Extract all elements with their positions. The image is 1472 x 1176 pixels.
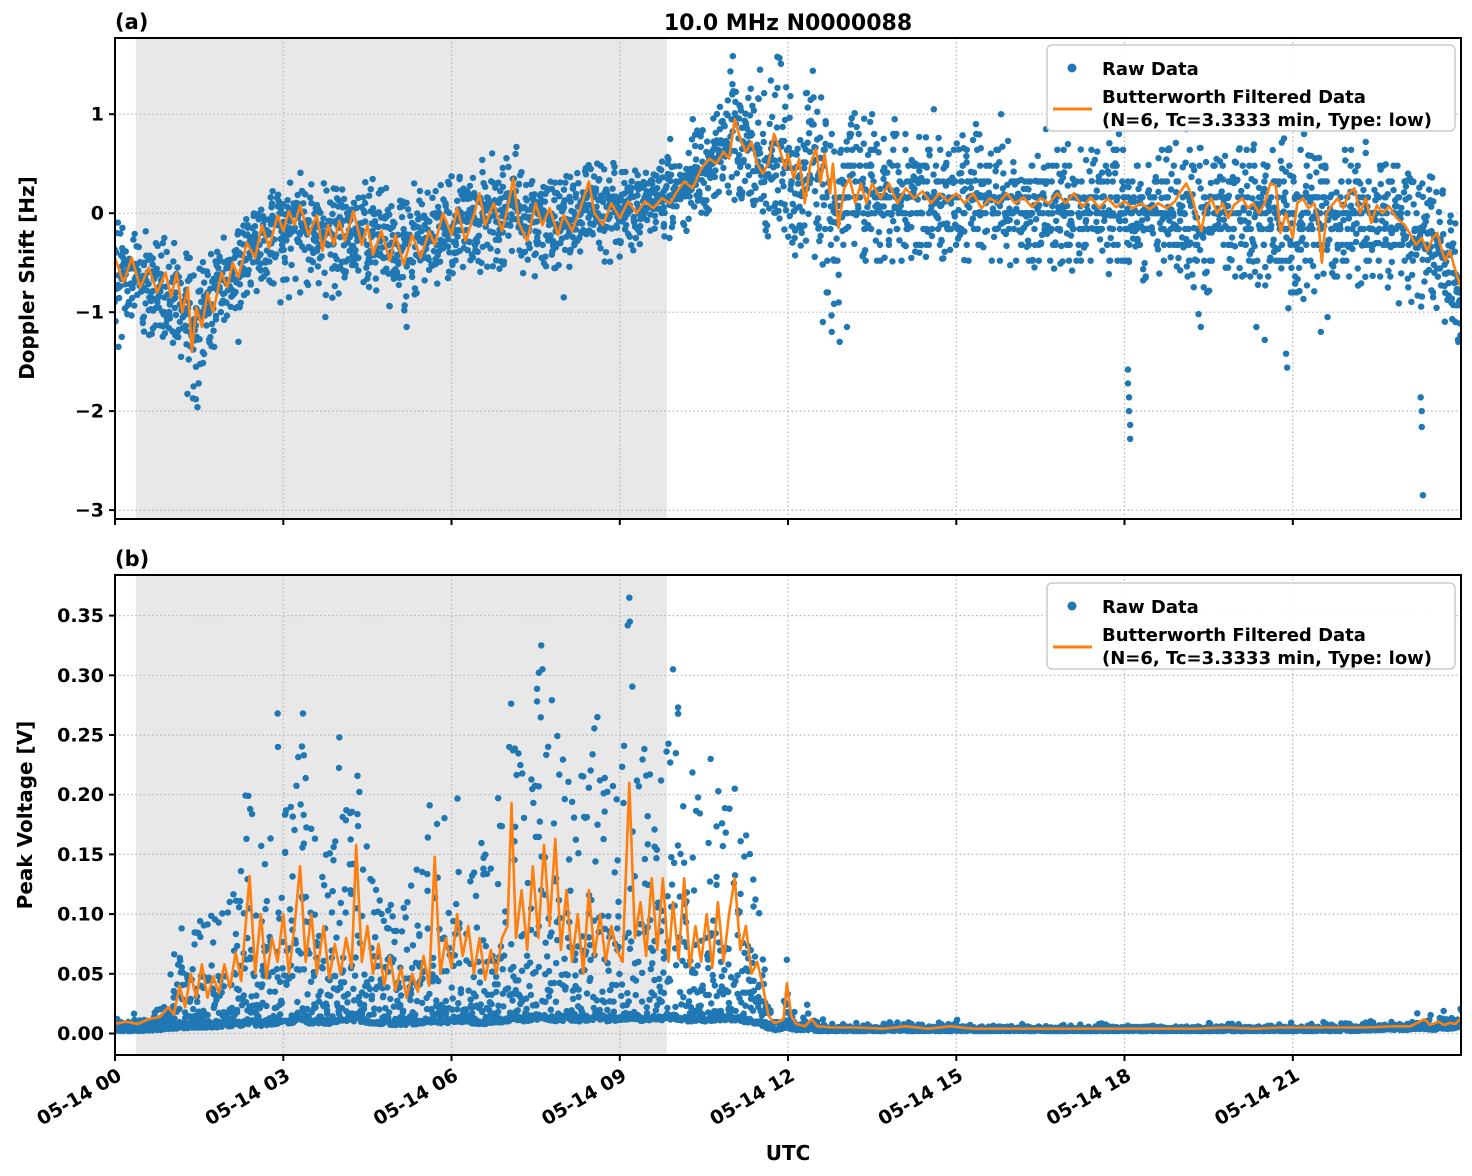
panel-b-ylabel: Peak Voltage [V] (13, 721, 37, 910)
raw-data-marker-icon (1067, 601, 1077, 611)
legend-filtered-label-line2: (N=6, Tc=3.3333 min, Type: low) (1102, 648, 1432, 669)
raw-data-marker-icon (1067, 63, 1077, 73)
x-tick-label: 05-14 18 (1043, 1064, 1135, 1130)
legend-raw-label: Raw Data (1102, 59, 1199, 80)
butterworth-filtered-line (115, 781, 1461, 1030)
x-tick-label: 05-14 06 (370, 1064, 462, 1130)
tick-marks (109, 614, 1294, 1061)
panel-b-letter: (b) (115, 547, 149, 571)
panel-a-ylabel: Doppler Shift [Hz] (15, 176, 39, 380)
legend-filtered-label-line1: Butterworth Filtered Data (1102, 625, 1366, 646)
legend-panel-b: Raw Data Butterworth Filtered Data (N=6,… (1046, 582, 1456, 670)
x-axis-label: UTC (766, 1141, 811, 1165)
legend-filtered-label-line1: Butterworth Filtered Data (1102, 87, 1366, 108)
panel-a-letter: (a) (115, 10, 148, 34)
x-tick-label: 05-14 00 (33, 1064, 125, 1130)
y-tick-label: −1 (75, 302, 104, 324)
x-tick-label: 05-14 12 (706, 1064, 798, 1130)
legend-panel-a: Raw Data Butterworth Filtered Data (N=6,… (1046, 44, 1456, 132)
y-tick-label: 0.35 (57, 605, 104, 627)
y-tick-label: −2 (75, 401, 104, 423)
chart-title: 10.0 MHz N0000088 (664, 11, 912, 36)
y-tick-label: 0.30 (57, 665, 104, 687)
x-tick-label: 05-14 03 (202, 1064, 294, 1130)
y-tick-label: 0.10 (57, 904, 104, 926)
x-tick-label: 05-14 09 (538, 1064, 630, 1130)
y-tick-label: 0.00 (57, 1023, 104, 1045)
y-tick-label: 0.25 (57, 725, 104, 747)
x-tick-label: 05-14 21 (1211, 1064, 1303, 1130)
legend-raw-label: Raw Data (1102, 597, 1199, 618)
tick-marks (109, 113, 1294, 525)
butterworth-filtered-line (115, 117, 1461, 354)
y-tick-label: 0.20 (57, 784, 104, 806)
y-tick-label: 0.15 (57, 844, 104, 866)
panel-a-plot: 1 0 −1 −2 −3 (75, 37, 1462, 525)
legend-filtered-label-line2: (N=6, Tc=3.3333 min, Type: low) (1102, 110, 1432, 131)
gridlines (114, 38, 1461, 519)
y-tick-label: 0.05 (57, 963, 104, 985)
legend-frame (1046, 44, 1456, 132)
legend-frame (1046, 582, 1456, 670)
gridlines (114, 575, 1461, 1055)
y-tick-label: 0 (91, 203, 104, 225)
x-tick-label: 05-14 15 (875, 1064, 967, 1130)
y-tick-label: 1 (91, 104, 104, 126)
y-tick-label: −3 (75, 500, 104, 522)
